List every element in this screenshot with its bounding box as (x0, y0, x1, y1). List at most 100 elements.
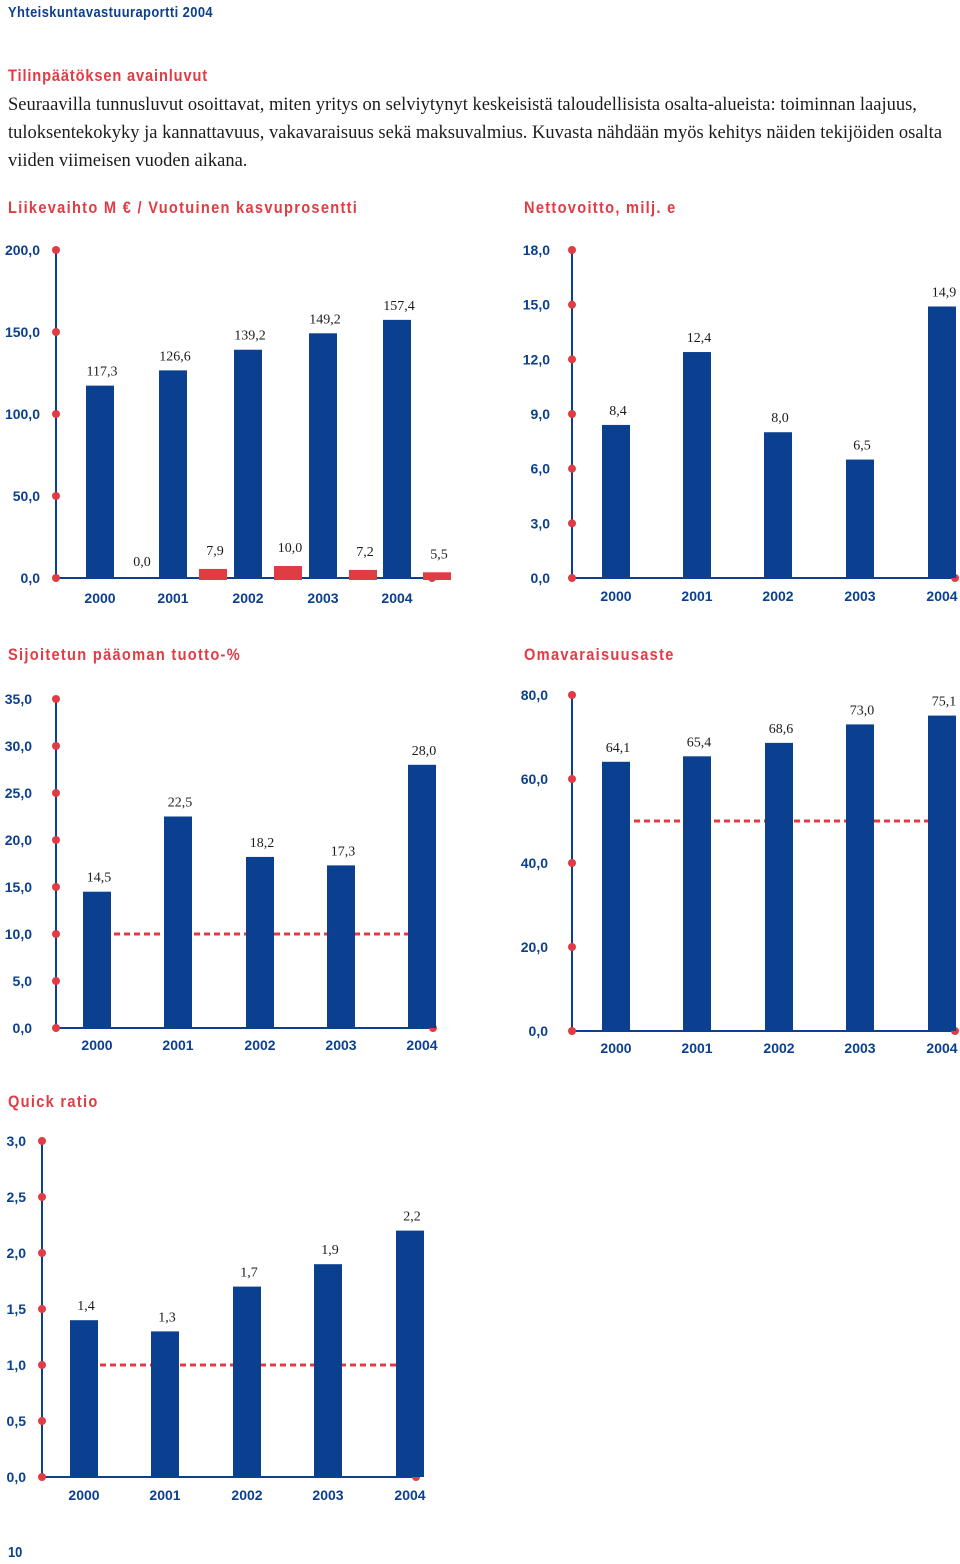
chart-title-sijoitetun: Sijoitetun pääoman tuotto-% (8, 645, 242, 664)
liikevaihto-tick-dot (52, 328, 60, 336)
liikevaihto-bar-value: 157,4 (383, 299, 415, 314)
sijoitetun-tick-dot (52, 883, 60, 891)
nettovoitto-year-label: 2004 (926, 588, 957, 604)
quickratio-tick-label: 0,5 (7, 1413, 27, 1429)
liikevaihto-bar (159, 370, 187, 578)
nettovoitto-tick-label: 6,0 (531, 461, 551, 477)
nettovoitto-tick-dot (568, 519, 576, 528)
quickratio-tick-label: 0,0 (7, 1469, 27, 1485)
omavaraisuus-bar (765, 742, 793, 1031)
sijoitetun-tick-dot (52, 695, 60, 703)
sijoitetun-bar-value: 14,5 (87, 871, 112, 886)
omavaraisuus-tick-dot (568, 943, 576, 951)
quickratio-bar-value: 1,3 (158, 1310, 176, 1325)
nettovoitto-tick-label: 18,0 (523, 242, 550, 258)
nettovoitto-tick-dot (568, 574, 576, 582)
sijoitetun-tick-label: 25,0 (5, 785, 32, 801)
omavaraisuus-tick-dot (568, 1027, 576, 1035)
quickratio-tick-dot (38, 1193, 46, 1201)
nettovoitto-bar (683, 352, 711, 578)
quickratio-year-label: 2003 (312, 1487, 343, 1503)
quickratio-tick-dot (38, 1249, 46, 1257)
nettovoitto-bar-value: 14,9 (932, 285, 957, 300)
nettovoitto-year-label: 2001 (681, 588, 712, 604)
sijoitetun-bar-value: 17,3 (331, 844, 356, 859)
omavaraisuus-bar-value: 65,4 (687, 735, 712, 750)
nettovoitto-year-label: 2003 (844, 588, 875, 604)
sijoitetun-bar (83, 891, 111, 1028)
sijoitetun-tick-dot (52, 742, 60, 750)
quickratio-tick-dot (38, 1361, 46, 1369)
sijoitetun-tick-dot (52, 1024, 60, 1032)
sijoitetun-tick-label: 15,0 (5, 879, 32, 895)
liikevaihto-year-label: 2004 (381, 590, 412, 606)
sijoitetun-tick-dot (52, 930, 60, 938)
quickratio-tick-label: 1,5 (7, 1301, 27, 1317)
liikevaihto-bar-value: 149,2 (309, 312, 341, 327)
quickratio-year-label: 2000 (68, 1487, 99, 1503)
liikevaihto-growth-bar (199, 568, 227, 580)
liikevaihto-year-label: 2000 (84, 590, 115, 606)
nettovoitto-bar (764, 432, 792, 578)
liikevaihto-growth-value: 5,5 (430, 547, 448, 562)
quickratio-year-label: 2002 (231, 1487, 262, 1503)
sijoitetun-tick-dot (52, 977, 60, 985)
liikevaihto-growth-value: 10,0 (278, 541, 303, 556)
sijoitetun-year-label: 2000 (81, 1037, 112, 1053)
nettovoitto-bar-value: 6,5 (853, 439, 871, 454)
liikevaihto-growth-value: 0,0 (133, 555, 151, 570)
liikevaihto-tick-dot (52, 574, 60, 582)
quickratio-tick-label: 1,0 (7, 1357, 27, 1373)
liikevaihto-bar-value: 126,6 (159, 349, 191, 364)
quickratio-bar (151, 1331, 179, 1477)
section-heading: Tilinpäätöksen avainluvut (8, 66, 208, 85)
nettovoitto-tick-dot (568, 410, 576, 418)
nettovoitto-tick-label: 3,0 (531, 515, 551, 531)
liikevaihto-tick-dot (52, 246, 60, 254)
sijoitetun-bar (408, 764, 436, 1028)
omavaraisuus-tick-label: 0,0 (529, 1023, 549, 1039)
quickratio-bar (233, 1286, 261, 1477)
sijoitetun-year-label: 2001 (162, 1037, 193, 1053)
page-number: 10 (8, 1544, 23, 1561)
quickratio-tick-label: 3,0 (7, 1133, 27, 1149)
quickratio-bar-value: 1,7 (240, 1266, 258, 1281)
sijoitetun-bar-value: 22,5 (168, 796, 193, 811)
quickratio-year-label: 2001 (149, 1487, 180, 1503)
sijoitetun-tick-dot (52, 789, 60, 797)
quickratio-tick-label: 2,5 (7, 1189, 27, 1205)
omavaraisuus-bar (846, 724, 874, 1031)
omavaraisuus-tick-label: 60,0 (521, 771, 548, 787)
intro-paragraph: Seuraavilla tunnusluvut osoittavat, mite… (8, 95, 943, 171)
liikevaihto-growth-bar (274, 566, 302, 580)
sijoitetun-bar (164, 816, 192, 1028)
sijoitetun-year-label: 2002 (244, 1037, 275, 1053)
sijoitetun-tick-label: 0,0 (13, 1020, 33, 1036)
liikevaihto-growth-bar (423, 572, 451, 580)
liikevaihto-tick-dot (52, 492, 60, 500)
omavaraisuus-tick-dot (568, 859, 576, 867)
nettovoitto-year-label: 2002 (762, 588, 793, 604)
nettovoitto-tick-dot (568, 464, 576, 473)
sijoitetun-bar (246, 856, 274, 1028)
nettovoitto-tick-label: 15,0 (523, 297, 550, 313)
liikevaihto-year-label: 2001 (157, 590, 188, 606)
liikevaihto-tick-dot (52, 410, 60, 418)
quickratio-bar (314, 1264, 342, 1477)
nettovoitto-tick-label: 9,0 (531, 406, 551, 422)
chart-title-omavaraisuus: Omavaraisuusaste (524, 645, 675, 664)
sijoitetun-tick-label: 35,0 (5, 691, 32, 707)
omavaraisuus-bar-value: 64,1 (606, 741, 631, 756)
sijoitetun-year-label: 2004 (406, 1037, 437, 1053)
nettovoitto-tick-dot (568, 246, 576, 254)
omavaraisuus-bar (602, 761, 630, 1031)
liikevaihto-tick-label: 100,0 (5, 406, 40, 422)
omavaraisuus-tick-dot (568, 691, 576, 699)
sijoitetun-tick-label: 5,0 (13, 973, 33, 989)
sijoitetun-bar-value: 18,2 (250, 836, 275, 851)
omavaraisuus-bar (683, 756, 711, 1031)
quickratio-bar-value: 2,2 (403, 1210, 421, 1225)
omavaraisuus-year-label: 2001 (681, 1040, 712, 1056)
liikevaihto-bar (309, 333, 337, 578)
